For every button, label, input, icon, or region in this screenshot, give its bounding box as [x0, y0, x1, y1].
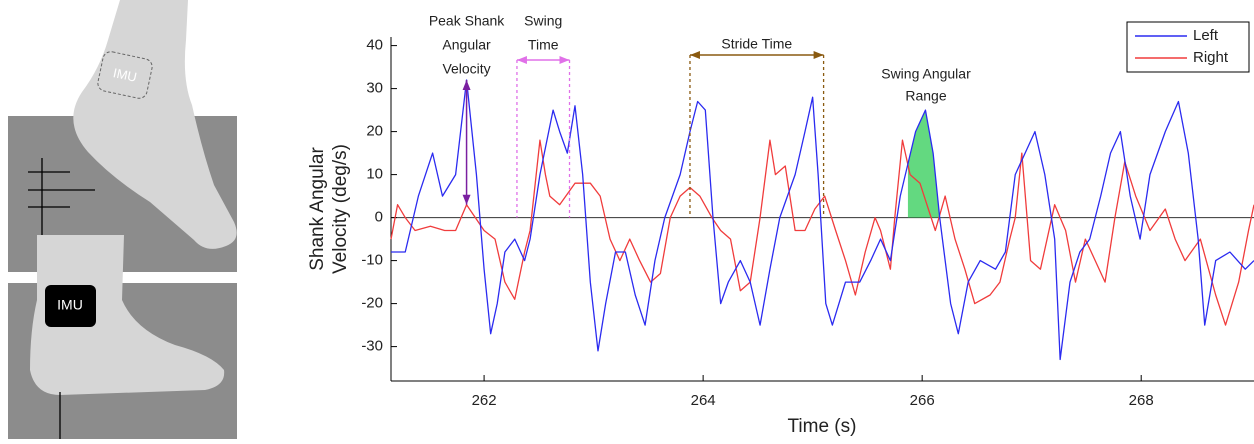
y-tick-label: 20: [366, 123, 383, 140]
ladder: [28, 158, 95, 245]
legend-label: Left: [1193, 27, 1219, 44]
series-line: [390, 139, 1254, 326]
annotation-text: Range: [905, 88, 946, 104]
imu-label: IMU: [57, 297, 83, 313]
x-axis-label: Time (s): [788, 416, 857, 437]
upper-foot: [73, 0, 237, 249]
y-tick-label: 10: [366, 166, 383, 183]
imu-label: IMU: [112, 65, 138, 85]
arrow-head: [462, 194, 471, 205]
y-tick-label: 30: [366, 80, 383, 97]
arrow-head: [462, 80, 471, 90]
y-tick-label: -20: [361, 295, 383, 312]
imu-outline: [97, 51, 153, 99]
arrow-head: [689, 51, 700, 59]
annotation-text: Angular: [442, 37, 491, 53]
y-tick-label: -10: [361, 252, 383, 269]
x-tick-label: 262: [472, 392, 497, 409]
annotation-text: Velocity: [442, 61, 490, 77]
annotation-text: Time: [528, 37, 559, 53]
x-tick-label: 264: [691, 392, 716, 409]
arrow-head: [516, 56, 527, 64]
y-axis-label: Shank Angular: [307, 147, 328, 271]
y-tick-label: 40: [366, 37, 383, 54]
annotation-text: Swing Angular: [881, 66, 971, 82]
x-tick-label: 266: [910, 392, 935, 409]
illustration: IMU IMU: [8, 0, 237, 439]
arrow-head: [813, 51, 824, 59]
lower-foot: [30, 235, 225, 395]
series-line: [391, 79, 1254, 361]
annotation-text: Swing: [524, 13, 562, 29]
arrow-head: [559, 56, 570, 64]
legend-label: Right: [1193, 49, 1229, 66]
y-tick-label: -30: [361, 338, 383, 355]
imu-box: [45, 285, 96, 327]
legend: Left Right: [1126, 21, 1250, 73]
y-axis-label: Velocity (deg/s): [330, 144, 351, 274]
x-tick-label: 268: [1129, 392, 1154, 409]
swing-range-area: [907, 110, 945, 218]
annotation-text: Peak Shank: [429, 13, 505, 29]
legend-box: [1126, 21, 1250, 73]
annotation-text: Stride Time: [721, 36, 792, 52]
y-tick-label: 0: [375, 209, 383, 226]
